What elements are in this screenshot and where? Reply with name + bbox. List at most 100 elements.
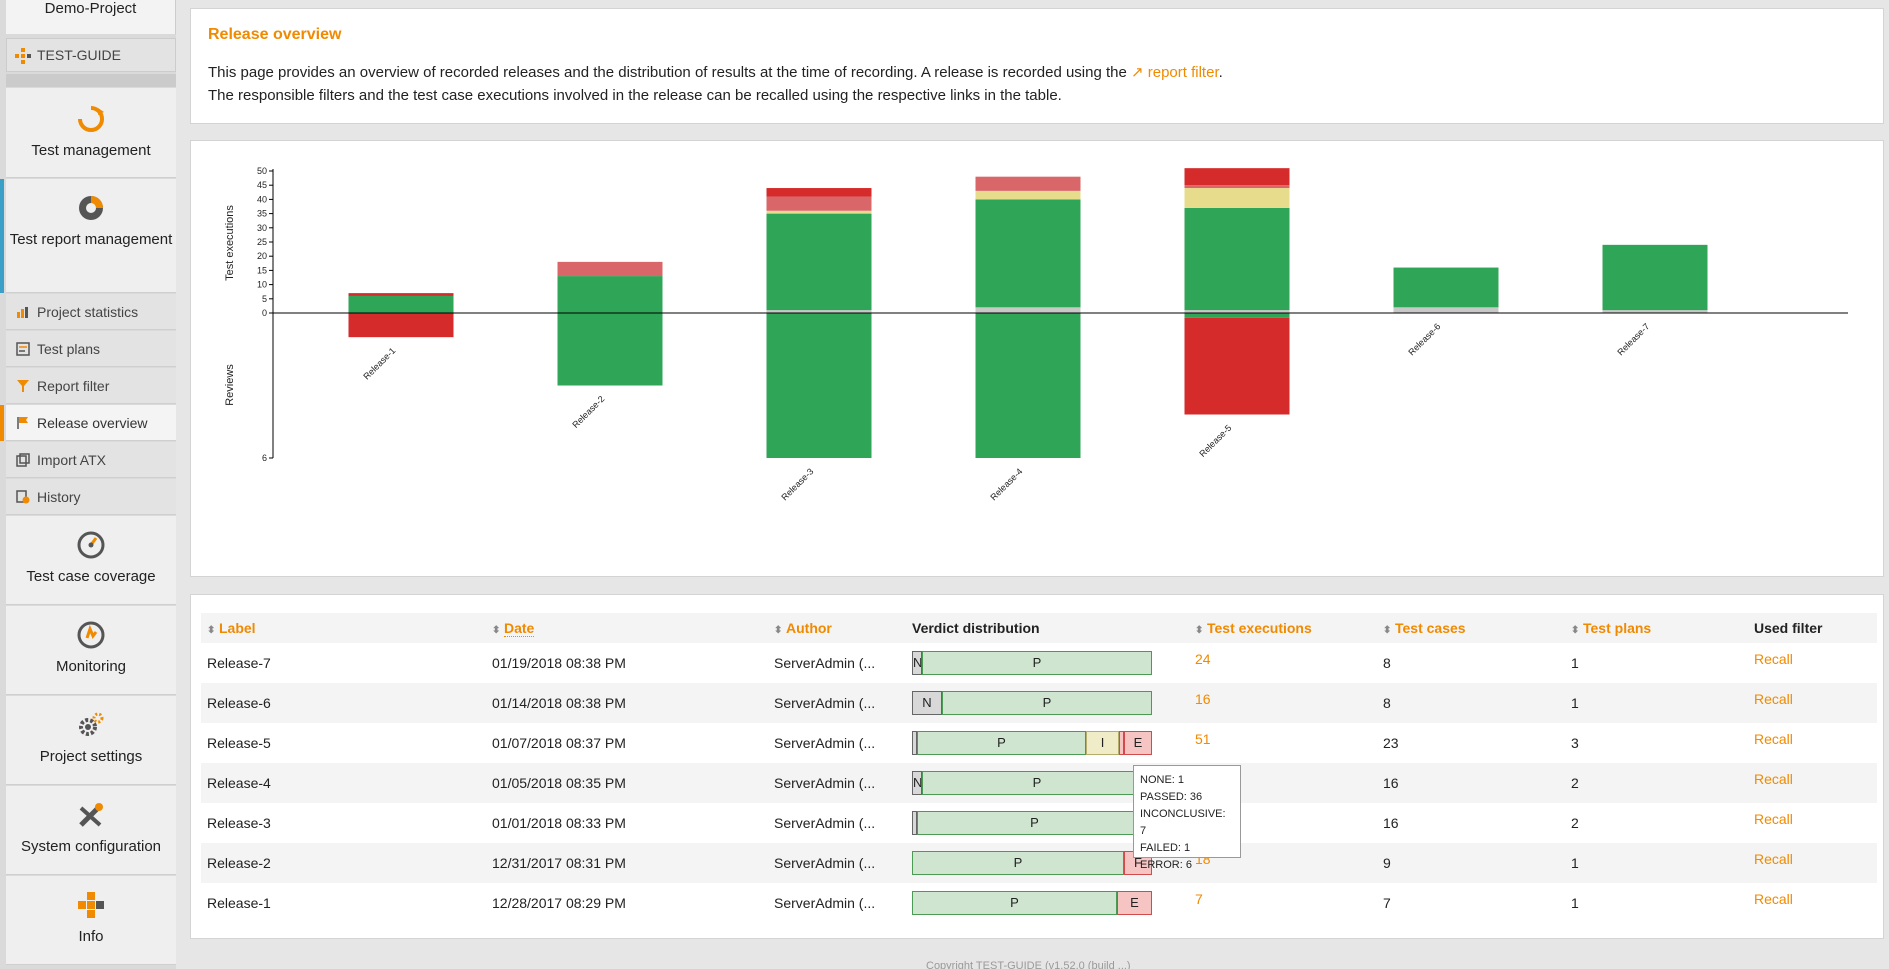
intro-panel: Release overview This page provides an o… <box>190 8 1884 124</box>
verdict-segment[interactable]: N <box>912 651 922 675</box>
test-cases-cell: 8 <box>1377 683 1565 723</box>
intro-line-2: The responsible filters and the test cas… <box>208 87 1062 104</box>
release-date-cell: 01/05/2018 08:35 PM <box>486 763 768 803</box>
release-date-cell: 12/31/2017 08:31 PM <box>486 843 768 883</box>
verdict-segment[interactable] <box>1119 731 1124 755</box>
nav-info[interactable]: Info <box>6 876 176 965</box>
verdict-bar[interactable]: P <box>912 811 1152 835</box>
col-executions-header[interactable]: ⬍ Test executions <box>1189 613 1377 643</box>
used-filter-cell: Recall <box>1748 643 1877 683</box>
nav-test-management-label: Test management <box>31 142 151 159</box>
recall-link[interactable]: Recall <box>1754 771 1793 787</box>
page-title: Release overview <box>208 26 342 43</box>
sidebar-item-release-overview[interactable]: Release overview <box>6 405 176 441</box>
bar-segment <box>1602 310 1708 313</box>
col-verdict-header: Verdict distribution <box>906 613 1189 643</box>
recall-link[interactable]: Recall <box>1754 811 1793 827</box>
test-cases-cell: 16 <box>1383 815 1399 831</box>
used-filter-cell: Recall <box>1748 843 1877 883</box>
verdict-segment[interactable]: P <box>922 651 1152 675</box>
test-executions-link[interactable]: 51 <box>1195 731 1211 747</box>
nav-system-config-label: System configuration <box>20 838 162 855</box>
test-guide-logo-icon <box>15 48 31 64</box>
col-label-header[interactable]: ⬍ Label <box>201 613 486 643</box>
recall-link[interactable]: Recall <box>1754 691 1793 707</box>
nav-system-configuration[interactable]: System configuration <box>6 786 176 875</box>
release-author-cell: ServerAdmin (... <box>774 815 876 831</box>
history-icon <box>16 490 30 504</box>
release-author-cell: ServerAdmin (... <box>768 763 906 803</box>
test-executions-link[interactable]: 16 <box>1189 683 1377 723</box>
col-cases-header[interactable]: ⬍ Test cases <box>1377 613 1565 643</box>
table-row: Release-1 12/28/2017 08:29 PM ServerAdmin … <box>201 883 1877 923</box>
verdict-segment[interactable]: N <box>912 691 942 715</box>
recall-link[interactable]: Recall <box>1754 731 1793 747</box>
sidebar-item-report-filter[interactable]: Report filter <box>6 368 176 404</box>
test-cases-cell: 8 <box>1383 655 1391 671</box>
release-date-cell: 12/28/2017 08:29 PM <box>492 895 626 911</box>
review-bar-segment <box>975 313 1081 458</box>
verdict-segment[interactable]: P <box>917 731 1086 755</box>
verdict-segment[interactable]: P <box>922 771 1152 795</box>
nav-test-management[interactable]: Test management <box>6 88 176 178</box>
sort-icon: ⬍ <box>774 625 783 636</box>
verdict-segment[interactable]: P <box>917 811 1152 835</box>
release-chart-panel: 0 5 10 15 20 25 30 35 40 45 50 6 Test executions Revi… <box>190 140 1884 577</box>
tooltip-line: ERROR: 6 <box>1140 859 1192 871</box>
sidebar-separator <box>6 74 176 87</box>
test-executions-link[interactable]: 7 <box>1195 891 1203 907</box>
nav-test-report-management[interactable]: Test report management <box>6 179 176 293</box>
verdict-segment[interactable]: P <box>942 691 1152 715</box>
recall-link[interactable]: Recall <box>1754 851 1793 867</box>
col-date-header[interactable]: ⬍ Date <box>486 613 768 643</box>
y-tick-label: 15 <box>257 265 267 275</box>
verdict-segment[interactable] <box>912 731 917 755</box>
verdict-segment[interactable]: E <box>1117 891 1152 915</box>
intro-line-1: This page provides an overview of record… <box>208 63 1223 81</box>
intro-line-1-text: This page provides an overview of record… <box>208 64 1132 81</box>
y-axis-label: Test executions <box>224 205 236 281</box>
nav-coverage-label: Test case coverage <box>26 568 156 585</box>
col-author-header[interactable]: ⬍ Author <box>768 613 906 643</box>
recall-link[interactable]: Recall <box>1754 651 1793 667</box>
y-tick-label: 25 <box>257 237 267 247</box>
active-item-indicator <box>0 405 4 441</box>
col-author-text: Author <box>786 620 832 636</box>
project-name[interactable]: Demo-Project <box>6 0 176 34</box>
nav-test-case-coverage[interactable]: Test case coverage <box>6 516 176 605</box>
test-executions-link[interactable]: 24 <box>1195 651 1211 667</box>
bar-segment <box>1393 267 1499 308</box>
sidebar-item-history[interactable]: History <box>6 479 176 515</box>
nav-project-settings[interactable]: Project settings <box>6 696 176 785</box>
sidebar-item-label: Report filter <box>37 378 110 394</box>
nav-info-label: Info <box>78 928 104 945</box>
verdict-segment[interactable] <box>912 811 917 835</box>
col-plans-header[interactable]: ⬍ Test plans <box>1565 613 1748 643</box>
used-filter-cell: Recall <box>1748 803 1877 843</box>
sidebar-item-import-atx[interactable]: Import ATX <box>6 442 176 478</box>
product-link[interactable]: TEST-GUIDE <box>6 38 176 72</box>
nav-monitoring[interactable]: Monitoring <box>6 606 176 695</box>
verdict-segment[interactable]: P <box>912 891 1117 915</box>
bar-segment <box>348 293 454 296</box>
nav-project-settings-label: Project settings <box>39 748 143 765</box>
verdict-segment[interactable]: N <box>912 771 922 795</box>
recall-link[interactable]: Recall <box>1754 891 1793 907</box>
verdict-segment[interactable]: E <box>1124 731 1152 755</box>
sidebar-item-test-plans[interactable]: Test plans <box>6 331 176 367</box>
sort-icon: ⬍ <box>1571 625 1580 636</box>
report-filter-link[interactable]: ↗ report filter <box>1131 64 1219 81</box>
sidebar-item-project-statistics[interactable]: Project statistics <box>6 294 176 330</box>
verdict-segment[interactable]: P <box>912 851 1124 875</box>
release-author-cell: ServerAdmin (... <box>768 683 906 723</box>
verdict-segment[interactable]: I <box>1086 731 1119 755</box>
table-row: Release-2 12/31/2017 08:31 PM ServerAdmin … <box>201 843 1877 883</box>
test-plans-cell: 1 <box>1565 683 1748 723</box>
